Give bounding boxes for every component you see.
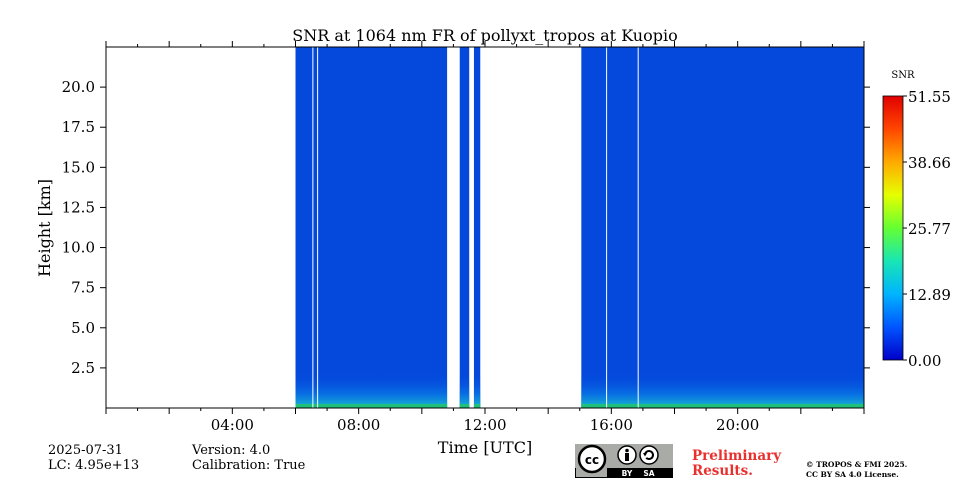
footer-lc: LC: 4.95e+13 [48,458,140,473]
x-axis-label: Time [UTC] [438,438,532,457]
plot-area [295,47,864,408]
x-tick-label: 08:00 [337,416,380,434]
near-ground-signal [473,372,481,408]
copyright-line-1: © TROPOS & FMI 2025. [806,460,908,469]
preliminary-line-2: Results. [692,463,753,479]
cc-license-badge: cc BY SA [575,444,673,478]
colorbar-ticks: 0.00 12.89 25.77 38.66 51.55 [903,88,951,370]
x-tick-label: 04:00 [211,416,254,434]
data-segment [581,47,864,408]
svg-text:SA: SA [643,469,654,478]
y-tick-label: 5.0 [71,319,95,337]
svg-text:cc: cc [585,453,599,467]
y-tick-label: 7.5 [71,279,95,297]
ground-signal [295,404,448,408]
colorbar-tick-label: 51.55 [908,88,951,106]
copyright-notice: © TROPOS & FMI 2025. CC BY SA 4.0 Licens… [806,460,907,480]
ground-signal [473,404,481,408]
preliminary-notice: Preliminary Results. [692,449,781,479]
copyright-line-2: CC BY SA 4.0 License. [806,470,899,479]
colorbar-tick-label: 0.00 [908,352,941,370]
ground-signal [581,404,864,408]
x-tick-label: 16:00 [590,416,633,434]
sa-share-alike-icon [639,445,659,465]
footer-version: Version: 4.0 [192,443,271,458]
near-ground-signal [295,372,448,408]
footer-calibration: Calibration: True [192,458,306,473]
ground-signal [459,404,470,408]
colorbar-tick-label: 38.66 [908,154,951,172]
colorbar-tick-label: 12.89 [908,286,951,304]
axes: 04:00 08:00 12:00 16:00 20:00 2.5 5.0 7.5 10.0 12… [62,41,870,434]
colorbar-label: SNR [891,70,915,81]
x-tick-label: 12:00 [463,416,506,434]
data-segment [459,47,470,408]
y-tick-label: 20.0 [62,78,95,96]
chart-title: SNR at 1064 nm FR of pollyxt_tropos at K… [292,26,677,45]
data-segment [473,47,481,408]
y-tick-label: 15.0 [62,158,95,176]
y-tick-label: 2.5 [71,359,95,377]
y-axis-label: Height [km] [35,179,54,277]
x-tick-label: 20:00 [716,416,759,434]
colorbar [882,95,904,361]
by-attribution-icon [617,445,637,465]
y-tick-label: 12.5 [62,198,95,216]
cc-logo-icon: cc [577,444,607,474]
svg-text:BY: BY [622,469,633,478]
y-tick-label: 10.0 [62,239,95,257]
footer-date: 2025-07-31 [48,443,123,458]
data-segment [295,47,448,408]
near-ground-signal [459,372,470,408]
colorbar-tick-label: 25.77 [908,220,951,238]
near-ground-signal [581,372,864,408]
preliminary-line-1: Preliminary [692,448,782,464]
y-tick-label: 17.5 [62,118,95,136]
